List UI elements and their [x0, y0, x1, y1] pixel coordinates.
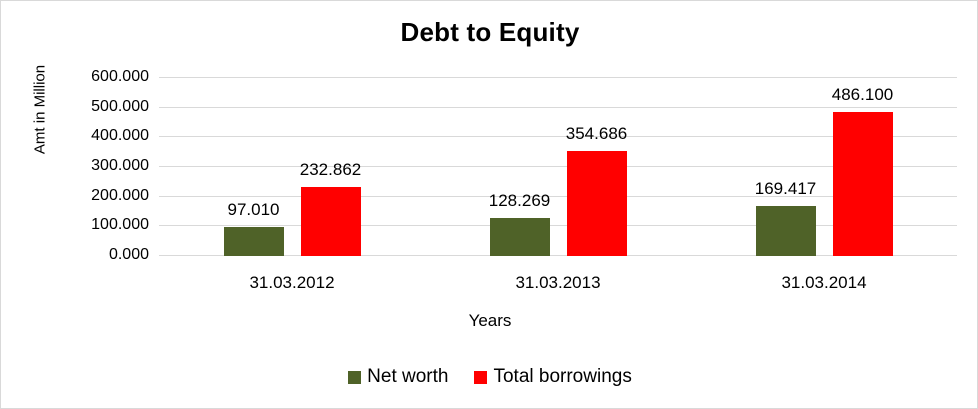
x-axis-title: Years — [468, 311, 512, 330]
gridline — [159, 136, 957, 138]
legend-item-total-borrowings[interactable]: Total borrowings — [474, 366, 632, 388]
bar-total-borrowings-31.03.2013[interactable] — [566, 150, 627, 256]
bars-layer — [159, 77, 957, 256]
bar-net-worth-31.03.2014[interactable] — [755, 205, 816, 256]
gridline — [159, 255, 957, 256]
legend-item-net-worth[interactable]: Net worth — [348, 366, 448, 388]
chart-legend: Net worth Total borrowings — [1, 366, 977, 388]
y-axis-tick-label: 400.000 — [91, 127, 149, 145]
y-axis-tick-label: 100.000 — [91, 216, 149, 234]
bar-net-worth-31.03.2013[interactable] — [489, 217, 550, 256]
y-axis-tick-label: 200.000 — [91, 186, 149, 204]
legend-label: Net worth — [367, 366, 449, 387]
legend-swatch-icon — [474, 370, 488, 384]
y-axis-tick-label: 500.000 — [91, 97, 149, 115]
y-axis-tick-label: 600.000 — [91, 68, 149, 85]
bar-net-worth-31.03.2012[interactable] — [223, 227, 284, 256]
chart-title: Debt to Equity — [400, 17, 580, 47]
gridline — [159, 166, 957, 167]
y-axis-tick-label: 300.000 — [91, 157, 149, 174]
bar-total-borrowings-31.03.2012[interactable] — [300, 186, 361, 256]
legend-swatch-icon — [348, 370, 362, 384]
y-axis-tick-label: 0.000 — [108, 246, 149, 263]
plot-area — [159, 77, 957, 256]
bar-total-borrowings-31.03.2014[interactable] — [832, 111, 893, 256]
x-axis-tick-label: 31.03.2012 — [249, 273, 335, 292]
legend-label: Total borrowings — [493, 366, 632, 387]
gridline — [159, 106, 957, 108]
gridline — [159, 195, 957, 197]
x-axis-tick-label: 31.03.2014 — [781, 273, 867, 292]
x-axis-tick-labels: 31.03.2012 31.03.2013 31.03.2014 — [159, 273, 957, 297]
y-axis-title: Amt in Million — [31, 64, 49, 155]
gridline — [159, 77, 957, 78]
x-axis-tick-label: 31.03.2013 — [515, 273, 601, 292]
gridline — [159, 225, 957, 227]
